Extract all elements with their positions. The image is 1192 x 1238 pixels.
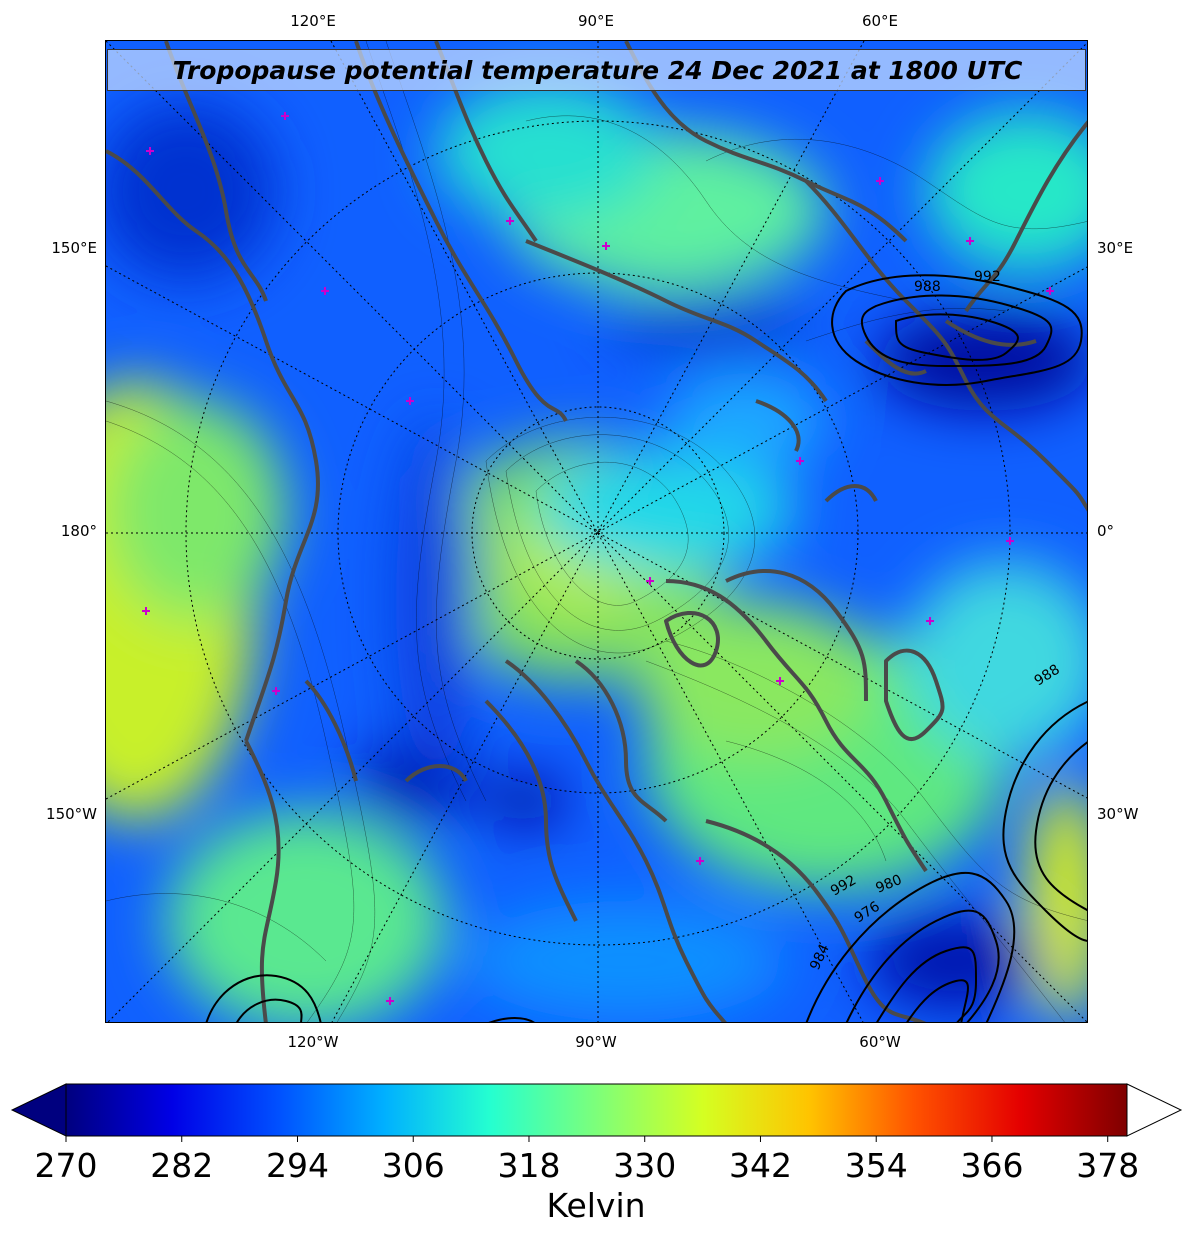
lon-label-left: 150°E: [51, 239, 97, 257]
lon-label-top: 90°E: [577, 12, 615, 30]
colorbar-tick-label: 282: [150, 1146, 214, 1185]
lon-label-bottom: 60°W: [859, 1033, 901, 1051]
colorbar-tick-label: 294: [265, 1146, 329, 1185]
lon-label-bottom: 90°W: [575, 1033, 617, 1051]
colorbar-label: Kelvin: [546, 1186, 646, 1225]
station-markers: [142, 112, 1054, 1005]
graticule: [106, 41, 1087, 1022]
colorbar-tick-label: 378: [1076, 1146, 1140, 1185]
lon-label-right: 0°: [1097, 522, 1115, 540]
colorbar-gradient: [65, 1083, 1128, 1137]
colorbar-tick-label: 306: [381, 1146, 445, 1185]
lon-label-right: 30°E: [1097, 239, 1134, 257]
coastlines: [106, 41, 1087, 1022]
lon-label-top: 120°E: [290, 12, 336, 30]
colorbar-min-extend: [10, 1083, 67, 1137]
colorbar-tick-label: 318: [497, 1146, 561, 1185]
isobar-label: 992: [974, 269, 1001, 285]
colorbar-tick-label: 366: [960, 1146, 1024, 1185]
map-panel: 992 988 988 992 980 976 984: [105, 40, 1088, 1023]
colorbar-tick-label: 330: [613, 1146, 677, 1185]
isobar-label: 988: [914, 279, 941, 295]
lon-label-bottom: 120°W: [287, 1033, 339, 1051]
map-title: Tropopause potential temperature 24 Dec …: [172, 56, 1023, 85]
isobars: [205, 274, 1087, 1022]
temperature-field: [106, 81, 1087, 1022]
title-banner: Tropopause potential temperature 24 Dec …: [107, 49, 1086, 91]
colorbar-max-extend: [1126, 1083, 1183, 1137]
lon-label-right: 30°W: [1097, 805, 1139, 823]
colorbar: [10, 1083, 1183, 1142]
colorbar-tick-label: 270: [34, 1146, 98, 1185]
colorbar-tick-label: 342: [728, 1146, 792, 1185]
colorbar-tick-label: 354: [844, 1146, 908, 1185]
lon-label-top: 60°E: [861, 12, 899, 30]
map-canvas: 992 988 988 992 980 976 984: [106, 41, 1087, 1022]
lon-label-left: 150°W: [46, 805, 97, 823]
lon-label-left: 180°: [60, 522, 97, 540]
